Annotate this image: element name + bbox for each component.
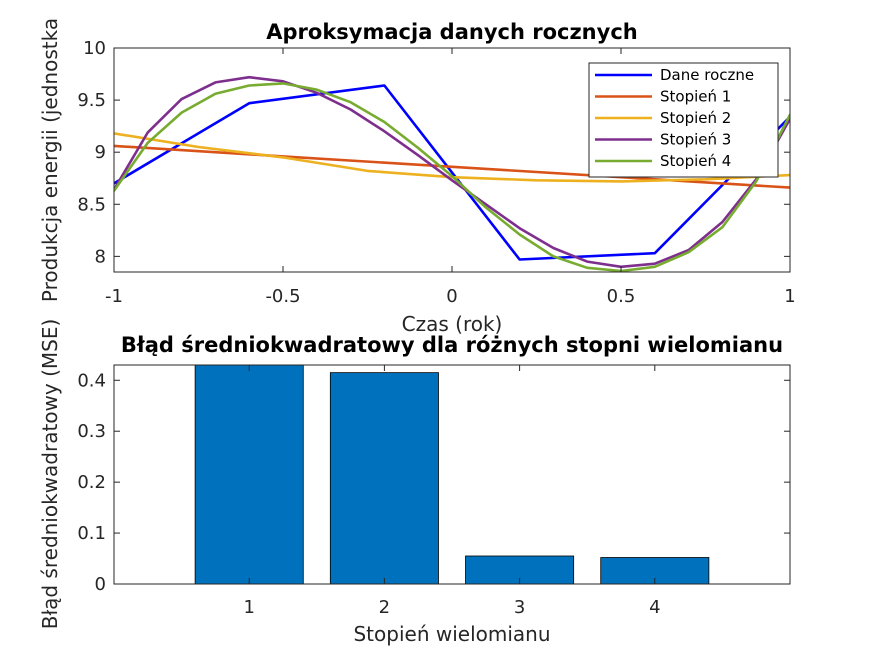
line-x-axis-label: Czas (rok): [402, 312, 503, 336]
y-tick-label: 9: [95, 142, 106, 163]
x-tick-label: -0.5: [265, 286, 300, 307]
bar-plot-area: [194, 364, 710, 585]
x-tick-label: 1: [243, 597, 254, 618]
y-tick-label: 8.5: [77, 194, 106, 215]
bar-1: [194, 364, 304, 585]
series-line-1: [114, 84, 790, 261]
y-tick-label: 0.2: [77, 472, 106, 493]
series-line-4: [114, 75, 790, 269]
bar-chart-title: Błąd średniokwadratowy dla różnych stopn…: [121, 333, 783, 357]
bar-x-axis-label: Stopień wielomianu: [353, 622, 550, 646]
line-chart-title: Aproksymacja danych rocznych: [266, 20, 637, 44]
bar-axes-box: [113, 364, 791, 585]
x-tick-label: 1: [784, 286, 795, 307]
bar-axis-ticks: 1 2 3 4 0 0.1 0.2 0.3 0.4: [77, 365, 790, 618]
y-tick-label: 9.5: [77, 90, 106, 111]
x-tick-label: -1: [105, 286, 123, 307]
line-axis-ticks: -1 -0.5 0 0.5 1 8 8.5 9 9.5 10: [77, 38, 795, 307]
legend-label: Stopień 4: [660, 152, 731, 170]
legend: Dane roczne Stopień 1 Stopień 2 Stopień 3 St…: [588, 62, 779, 178]
legend-label: Stopień 2: [660, 109, 731, 127]
bar-chart: 1 2 3 4 0 0.1 0.2 0.3 0.4 Błąd średniokwadratowy…: [38, 319, 791, 646]
x-tick-label: 4: [649, 597, 660, 618]
y-tick-label: 8: [95, 246, 106, 267]
legend-label: Stopień 3: [660, 131, 731, 149]
x-tick-label: 3: [514, 597, 525, 618]
y-tick-label: 0: [95, 574, 106, 595]
bar-2: [329, 372, 439, 585]
y-tick-label: 0.1: [77, 523, 106, 544]
legend-box: [588, 62, 779, 178]
x-tick-label: 0.5: [607, 286, 636, 307]
y-tick-label: 0.3: [77, 421, 106, 442]
y-tick-label: 10: [83, 38, 106, 59]
legend-label: Dane roczne: [660, 66, 754, 84]
x-tick-label: 2: [379, 597, 390, 618]
line-chart: -1 -0.5 0 0.5 1 8 8.5 9 9.5 10 Aproksymacja danyc…: [38, 18, 796, 336]
x-tick-label: 0: [446, 286, 457, 307]
bar-y-axis-label: Błąd średniokwadratowy (MSE): [38, 319, 62, 630]
y-tick-label: 0.4: [77, 370, 106, 391]
line-plot-area: [114, 75, 790, 272]
line-y-axis-label: Produkcja energii (jednostka: [38, 18, 62, 302]
legend-label: Stopień 1: [660, 88, 731, 106]
series-line-5: [114, 82, 790, 272]
